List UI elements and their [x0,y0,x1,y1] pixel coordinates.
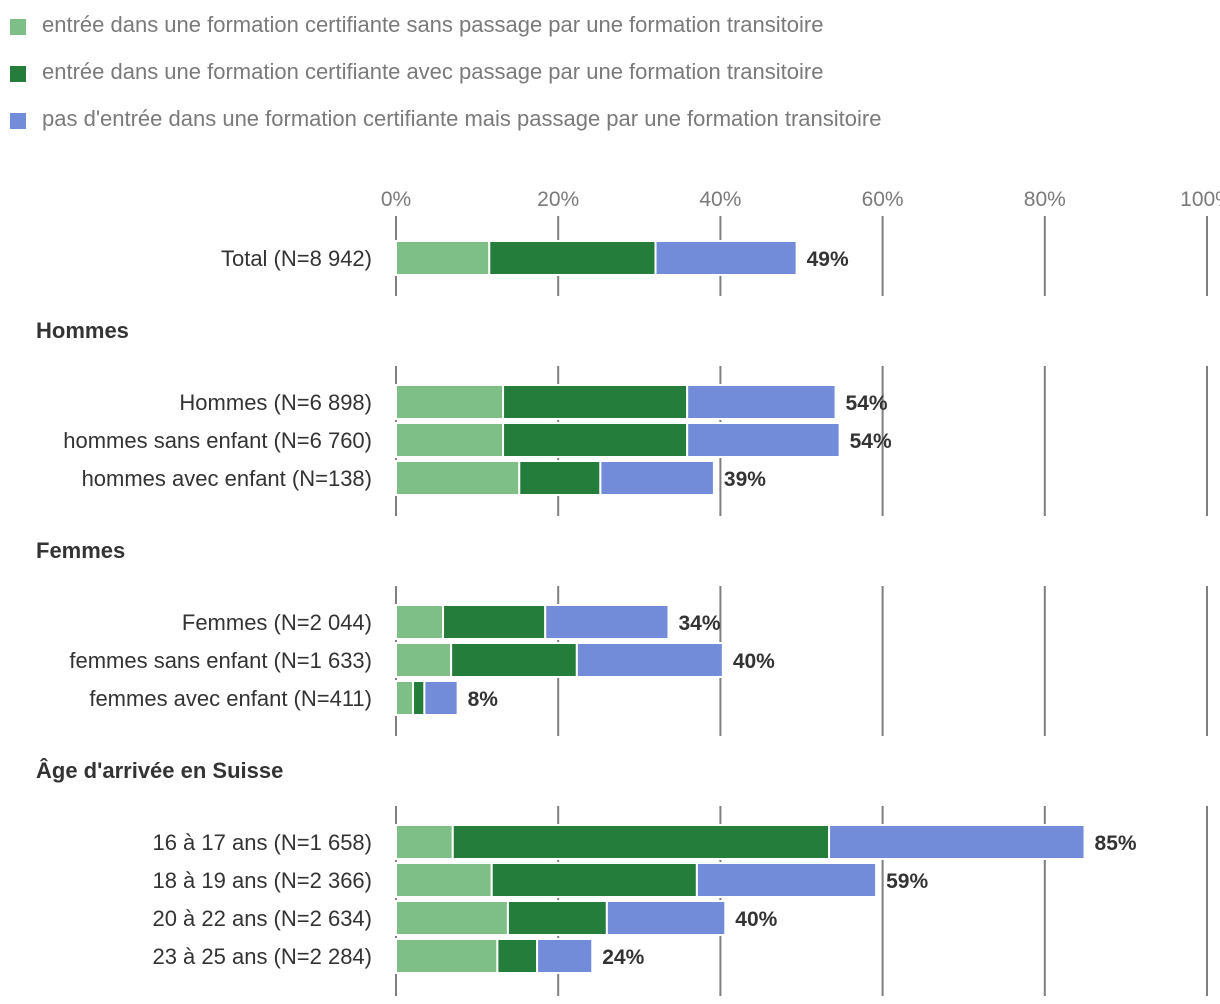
bar-segment [654,240,798,276]
bar-segment [395,384,505,420]
bar-segment [442,604,547,640]
bar-segment [575,642,724,678]
bar-segment [395,460,521,496]
data-label: 54% [850,430,892,453]
section-title: Âge d'arrivée en Suisse [36,758,283,783]
x-tick-label: 0% [381,188,411,211]
data-label: 59% [886,870,928,893]
category-label: 18 à 19 ans (N=2 366) [152,868,372,893]
data-label: 49% [807,248,849,271]
category-label: Total (N=8 942) [221,246,372,271]
x-tick-label: 40% [699,188,741,211]
bar-segment [395,862,493,898]
legend-label: pas d'entrée dans une formation certifia… [42,106,882,131]
data-label: 54% [846,392,888,415]
x-tick-label: 20% [537,188,579,211]
bar-segment [828,824,1086,860]
bar-segment [686,384,837,420]
bar-segment [423,680,459,716]
data-label: 8% [468,688,499,711]
category-label: 20 à 22 ans (N=2 634) [152,906,372,931]
bar-segment [395,680,415,716]
x-tick-label: 100% [1180,188,1220,211]
x-tick-label: 80% [1024,188,1066,211]
bar-segment [395,824,454,860]
bar-segment [412,680,426,716]
bar-segment [536,938,594,974]
bar-segment [395,938,499,974]
category-label: femmes sans enfant (N=1 633) [69,648,372,673]
data-label: 39% [724,468,766,491]
bar-segment [506,900,608,936]
bar-segment [395,422,505,458]
bar-segment [599,460,715,496]
data-label: 24% [602,946,644,969]
bar-segment [695,862,878,898]
bar-segment [395,642,453,678]
bar-segment [395,900,509,936]
bar-segment [518,460,602,496]
category-label: hommes avec enfant (N=138) [82,466,372,491]
bar-segment [605,900,727,936]
legend-label: entrée dans une formation certifiante sa… [42,12,824,37]
category-label: Femmes (N=2 044) [182,610,372,635]
legend-swatch [10,66,26,82]
bar-segment [490,862,698,898]
section-title: Femmes [36,538,125,563]
bar-segment [544,604,670,640]
legend-swatch [10,19,26,35]
category-label: 23 à 25 ans (N=2 284) [152,944,372,969]
bar-segment [488,240,657,276]
category-label: femmes avec enfant (N=411) [89,686,372,711]
bar-segment [395,240,491,276]
category-label: 16 à 17 ans (N=1 658) [152,830,372,855]
data-label: 40% [733,650,775,673]
bar-segment [450,642,578,678]
category-label: hommes sans enfant (N=6 760) [63,428,372,453]
bar-segment [502,384,689,420]
legend-label: entrée dans une formation certifiante av… [42,59,824,84]
category-label: Hommes (N=6 898) [179,390,372,415]
bar-segment [502,422,689,458]
x-tick-label: 60% [862,188,904,211]
bar-segment [496,938,539,974]
data-label: 85% [1095,832,1137,855]
bar-segment [686,422,841,458]
data-label: 40% [735,908,777,931]
bar-segment [451,824,831,860]
data-label: 34% [678,612,720,635]
bar-segment [395,604,445,640]
legend-swatch [10,113,26,129]
section-title: Hommes [36,318,129,343]
